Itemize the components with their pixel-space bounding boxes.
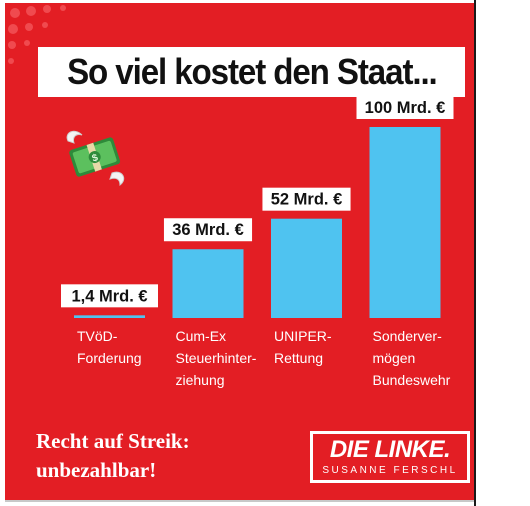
flying-money-icon: $	[66, 130, 125, 187]
category-label-2: Cum-Ex Steuerhinter-ziehung	[176, 328, 257, 388]
data-label-4: 100 Mrd. €	[356, 96, 454, 119]
poster: So viel kostet den Staat... $ 1,4 Mrd. €…	[5, 3, 474, 500]
data-label-text: 52 Mrd. €	[271, 191, 343, 209]
dot-pattern	[8, 5, 66, 64]
data-label-box	[163, 218, 253, 242]
data-label-text: 1,4 Mrd. €	[71, 287, 147, 305]
data-label-2: 36 Mrd. €	[163, 218, 253, 242]
svg-text:$: $	[91, 152, 100, 164]
logo-subtitle: SUSANNE FERSCHL	[322, 465, 458, 476]
logo-title: DIE LINKE.	[329, 436, 451, 463]
category-label-line: Bundeswehr	[373, 372, 451, 388]
bar-chart: 1,4 Mrd. € 36 Mrd. € 52 Mrd. € 100 Mrd. € T…	[61, 96, 454, 388]
bar-4	[369, 127, 441, 318]
category-label-4: Sonderver-mögen Bundeswehr	[373, 328, 451, 388]
category-label-line: Steuerhinter-	[176, 350, 257, 366]
bottom-border	[5, 500, 474, 502]
bar-2	[172, 249, 244, 318]
category-label-1: TVöD- Forderung	[77, 328, 142, 366]
slogan: Recht auf Streik: unbezahlbar!	[36, 427, 190, 485]
data-label-1: 1,4 Mrd. €	[61, 284, 158, 308]
data-label-text: 36 Mrd. €	[172, 221, 244, 239]
category-label-line: mögen	[373, 350, 416, 366]
category-label-line: Cum-Ex	[176, 328, 227, 344]
right-border	[474, 0, 476, 506]
data-label-text: 100 Mrd. €	[365, 99, 446, 117]
bar-1	[74, 315, 145, 318]
data-label-box	[262, 187, 351, 211]
data-label-box	[356, 96, 454, 119]
logo-inner: DIE LINKE. SUSANNE FERSCHL	[313, 434, 467, 480]
party-logo: DIE LINKE. SUSANNE FERSCHL	[310, 431, 470, 483]
slogan-line-2: unbezahlbar!	[36, 458, 157, 482]
category-label-3: UNIPER- Rettung	[274, 328, 332, 366]
category-label-line: ziehung	[176, 372, 225, 388]
data-label-box	[61, 284, 158, 308]
category-label-line: Rettung	[274, 350, 323, 366]
title-box: So viel kostet den Staat...	[38, 47, 465, 97]
category-label-line: Forderung	[77, 350, 142, 366]
category-label-line: TVöD-	[77, 328, 118, 344]
bar-3	[271, 218, 342, 318]
data-label-3: 52 Mrd. €	[262, 187, 351, 211]
chart-title: So viel kostet den Staat...	[66, 51, 438, 92]
category-label-line: Sonderver-	[373, 328, 443, 344]
category-label-line: UNIPER-	[274, 328, 332, 344]
slogan-line-1: Recht auf Streik:	[36, 429, 190, 453]
